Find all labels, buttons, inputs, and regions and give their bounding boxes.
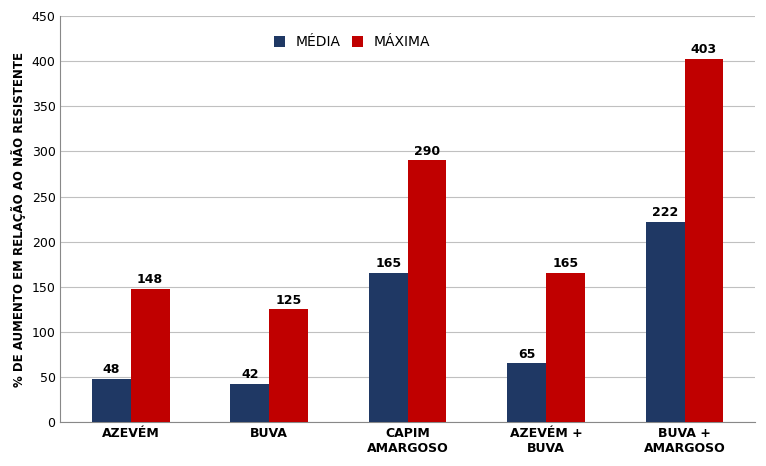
Text: 48: 48 — [103, 363, 120, 376]
Text: 290: 290 — [414, 145, 440, 158]
Bar — [408, 160, 447, 422]
Text: 222: 222 — [652, 206, 679, 219]
Text: 165: 165 — [552, 258, 578, 270]
Bar — [131, 288, 169, 422]
Bar — [231, 384, 269, 422]
Bar — [646, 222, 685, 422]
Text: 42: 42 — [241, 369, 259, 382]
Bar — [507, 363, 546, 422]
Text: 165: 165 — [375, 258, 401, 270]
Legend: MÉDIA, MÁXIMA: MÉDIA, MÁXIMA — [273, 35, 430, 49]
Text: 125: 125 — [276, 294, 302, 307]
Text: 65: 65 — [518, 348, 535, 361]
Bar — [685, 59, 723, 422]
Bar — [269, 309, 308, 422]
Bar — [369, 273, 408, 422]
Text: 148: 148 — [137, 273, 163, 286]
Bar — [92, 379, 131, 422]
Y-axis label: % DE AUMENTO EM RELAÇÃO AO NÃO RESISTENTE: % DE AUMENTO EM RELAÇÃO AO NÃO RESISTENT… — [11, 52, 26, 387]
Text: 403: 403 — [691, 43, 717, 56]
Bar — [546, 273, 585, 422]
